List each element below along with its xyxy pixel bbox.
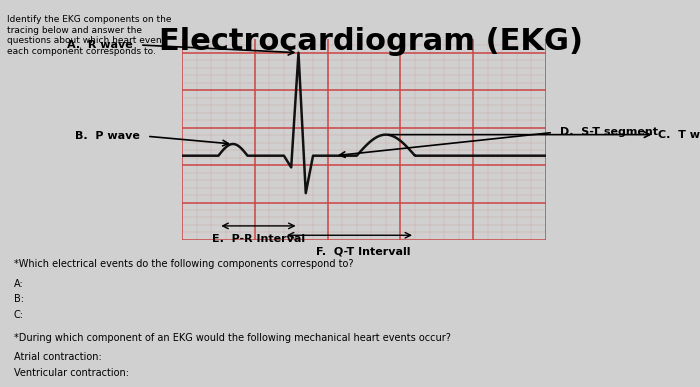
Text: Electrocardiogram (EKG): Electrocardiogram (EKG) bbox=[159, 27, 583, 56]
Text: B:: B: bbox=[14, 294, 24, 304]
Text: Identify the EKG components on the
tracing below and answer the
questions about : Identify the EKG components on the traci… bbox=[7, 15, 172, 56]
Text: A.  R wave: A. R wave bbox=[67, 40, 133, 50]
Text: A:: A: bbox=[14, 279, 24, 289]
Text: E.  P-R Interval: E. P-R Interval bbox=[212, 234, 305, 244]
Text: D.  S-T segment: D. S-T segment bbox=[560, 127, 658, 137]
Text: Ventricular contraction:: Ventricular contraction: bbox=[14, 368, 129, 378]
Text: C:: C: bbox=[14, 310, 24, 320]
Text: C.  T wavez: C. T wavez bbox=[658, 130, 700, 140]
Text: *Which electrical events do the following components correspond to?: *Which electrical events do the followin… bbox=[14, 259, 354, 269]
Text: F.  Q-T Intervall: F. Q-T Intervall bbox=[316, 247, 411, 257]
Text: Atrial contraction:: Atrial contraction: bbox=[14, 352, 101, 362]
Text: *During which component of an EKG would the following mechanical heart events oc: *During which component of an EKG would … bbox=[14, 333, 451, 343]
Text: B.  P wave: B. P wave bbox=[75, 131, 140, 141]
